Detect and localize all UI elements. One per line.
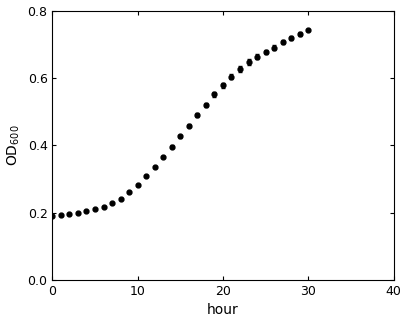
Y-axis label: OD$_{600}$: OD$_{600}$ — [6, 124, 22, 166]
X-axis label: hour: hour — [207, 303, 239, 318]
